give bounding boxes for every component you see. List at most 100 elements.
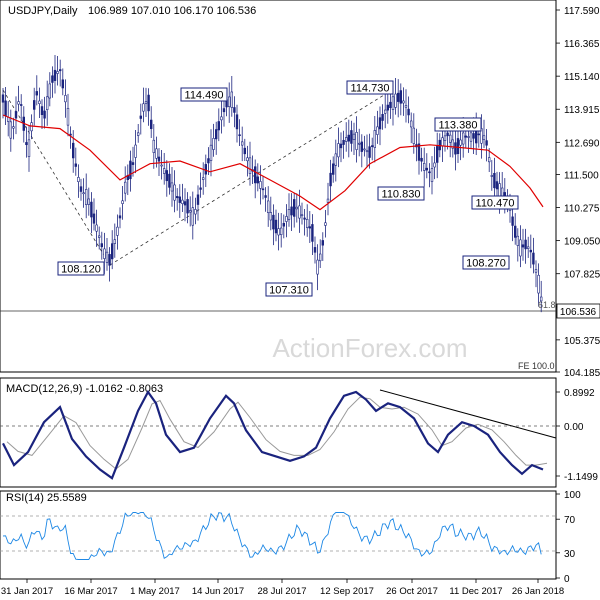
chart-header-symbol: USDJPY,Daily [8, 5, 78, 17]
candle-body [399, 90, 402, 104]
candle-body [173, 184, 176, 201]
candle-body [144, 101, 148, 104]
macd-panel [0, 377, 557, 488]
rsi-line [2, 512, 542, 560]
candle-body [456, 138, 460, 155]
candle-body [220, 116, 223, 121]
candle-body [51, 75, 54, 83]
candle-body [79, 186, 83, 192]
candle-body [259, 181, 262, 189]
price-label-text: 110.830 [382, 189, 421, 201]
candle-body [150, 119, 153, 130]
candle-body [313, 247, 317, 253]
candle-body [66, 107, 70, 126]
candle-body [256, 176, 259, 184]
candle-body [53, 69, 57, 81]
x-tick-label: 1 May 2017 [130, 586, 180, 597]
candle-body [87, 198, 91, 205]
candle-body [344, 137, 348, 142]
price-label-box [434, 117, 482, 132]
candle-body [321, 240, 324, 246]
candle-body [170, 182, 174, 192]
candle-body [308, 226, 311, 229]
chart-header-ohlc: 106.989 107.010 106.170 106.536 [88, 5, 256, 17]
candle-body [472, 133, 475, 139]
candle-body [381, 114, 384, 121]
candle-body [32, 100, 36, 110]
candle-body [181, 199, 184, 204]
candle-body [204, 164, 207, 175]
candle-body [292, 199, 296, 217]
price-tick-label: 105.375 [564, 336, 600, 347]
candle-body [191, 207, 194, 226]
candle-body [482, 135, 486, 141]
candle-body [98, 235, 101, 238]
candle-body [1, 94, 5, 103]
candle-body [467, 136, 470, 138]
candle-body [233, 107, 236, 113]
candle-body [142, 103, 145, 112]
x-axis: 31 Jan 2017 16 Mar 2017 1 May 2017 14 Jun 2… [1, 579, 564, 597]
price-tick-label: 104.185 [564, 368, 600, 379]
candle-body [443, 135, 447, 141]
candle-body [92, 213, 96, 224]
candle-body [157, 156, 161, 162]
candle-body [38, 100, 41, 104]
candle-body [485, 140, 488, 146]
candle-body [422, 163, 426, 171]
candle-body [131, 162, 135, 165]
x-tick-label: 31 Jan 2017 [1, 586, 53, 597]
current-price-value: 106.536 [560, 307, 597, 318]
candle-body [516, 235, 520, 246]
candle-body [451, 139, 454, 149]
candle-body [189, 210, 192, 213]
candle-body [72, 142, 75, 159]
candle-body [417, 143, 421, 161]
candle-body [357, 142, 361, 145]
candle-body [334, 153, 337, 166]
price-label-text: 110.470 [476, 198, 515, 210]
price-label-box [265, 282, 313, 297]
candle-body [100, 243, 104, 248]
rsi-label: RSI(14) 25.5589 [6, 492, 87, 504]
candle-body [113, 239, 117, 244]
price-tick-label: 112.690 [564, 138, 600, 149]
moving-average-line [2, 114, 544, 211]
price-label-box [377, 186, 425, 201]
candle-body [116, 226, 119, 236]
candle-body [269, 212, 272, 221]
macd-signal-line [6, 396, 548, 470]
candle-body [202, 177, 205, 180]
candle-body [290, 206, 293, 216]
candle-body [14, 111, 18, 119]
candle-body [35, 91, 39, 96]
candle-body [58, 69, 62, 72]
candle-body [316, 259, 319, 275]
price-tick-label: 110.275 [564, 204, 600, 215]
candle-body [285, 216, 288, 222]
candle-body [513, 225, 517, 238]
candle-body [370, 145, 374, 147]
candle-body [168, 173, 171, 188]
candle-body [537, 274, 540, 294]
price-label-box [471, 195, 519, 210]
x-tick-label: 11 Dec 2017 [449, 586, 502, 597]
candle-body [493, 172, 496, 189]
candle-body [402, 100, 405, 104]
candle-body [459, 139, 462, 146]
macd-main-line [2, 389, 544, 480]
current-price-tag [556, 303, 600, 319]
candle-body [274, 219, 278, 234]
candle-body [394, 93, 397, 108]
price-label-text: 113.380 [439, 120, 478, 132]
candle-body [430, 168, 434, 182]
candle-body [420, 157, 423, 162]
candle-body [243, 147, 246, 155]
candle-body [287, 209, 291, 220]
price-tick-label: 107.825 [564, 270, 600, 281]
candle-body [529, 249, 533, 253]
candle-body [194, 209, 197, 215]
candle-body [331, 163, 335, 175]
candle-body [433, 162, 436, 168]
